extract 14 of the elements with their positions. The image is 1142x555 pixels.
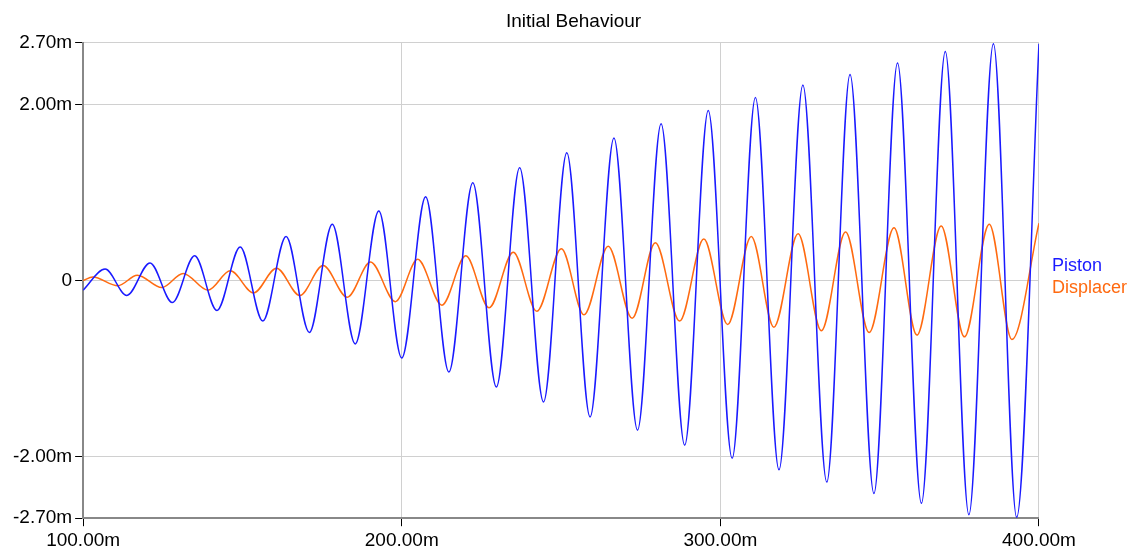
chart-title: Initial Behaviour (505, 9, 642, 31)
y-tick-label: -2.70m (12, 506, 73, 528)
x-tick-label: 200.00m (364, 528, 439, 550)
line-series (83, 42, 1039, 519)
y-tick-label: 2.70m (19, 31, 73, 53)
x-tick-label: 300.00m (683, 528, 758, 550)
y-tick-label: -2.00m (12, 444, 73, 466)
y-tick-label: 0 (61, 268, 73, 290)
series-label: Displacer (1051, 277, 1128, 298)
y-tick-label: 2.00m (19, 92, 73, 114)
series-label: Piston (1051, 255, 1103, 276)
x-tick-label: 400.00m (1002, 528, 1076, 550)
line-series (83, 222, 1039, 341)
x-tick-label: 100.00m (46, 528, 121, 550)
